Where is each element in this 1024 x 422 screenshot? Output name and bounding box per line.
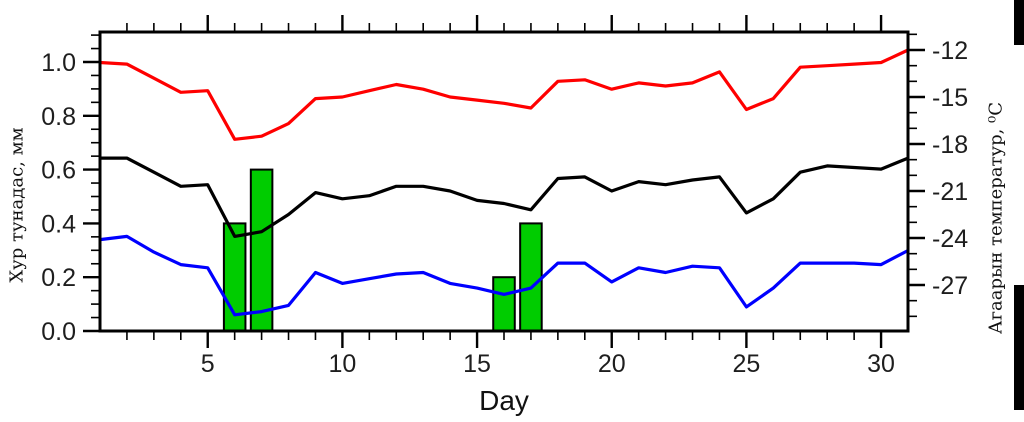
left-y-tick-label: 0.8 (41, 103, 76, 131)
x-tick-label: 25 (732, 350, 760, 378)
x-tick-label: 15 (463, 350, 491, 378)
right-y-tick-label: -21 (932, 178, 968, 206)
left-y-tick-label: 0.6 (41, 157, 76, 185)
left-y-tick-label: 0.2 (41, 264, 76, 292)
right-y-tick-label: -12 (932, 37, 968, 65)
screen-edge-artifact-top (1014, 0, 1024, 45)
left-y-axis-title: Хур тунадас, мм (6, 127, 28, 283)
x-tick-label: 20 (598, 350, 626, 378)
left-y-tick-label: 1.0 (41, 49, 76, 77)
x-tick-label: 5 (201, 350, 215, 378)
black-line (100, 156, 909, 238)
blue-line (99, 234, 909, 317)
screen-edge-artifact-bottom (1014, 285, 1024, 410)
left-y-tick-label: 0.4 (41, 210, 76, 238)
right-y-tick-label: -15 (932, 84, 968, 112)
x-tick-label: 10 (328, 350, 356, 378)
left-y-tick-label: 0.0 (41, 318, 76, 346)
precipitation-bar (249, 168, 274, 332)
x-axis-title: Day (479, 385, 529, 416)
red-line (99, 48, 909, 141)
x-tick-label: 30 (867, 350, 895, 378)
right-y-tick-label: -24 (932, 225, 968, 253)
right-y-tick-label: -27 (932, 272, 968, 300)
right-y-axis-title: Агаарын температур, ⁰C (985, 101, 1007, 335)
right-y-tick-label: -18 (932, 131, 968, 159)
precipitation-bar (492, 276, 516, 333)
precipitation-bar (519, 222, 543, 332)
